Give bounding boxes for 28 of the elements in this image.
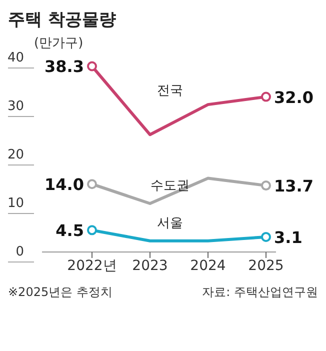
data-label: 3.1 bbox=[274, 228, 302, 247]
point bbox=[261, 92, 271, 102]
data-label: 4.5 bbox=[56, 221, 84, 240]
point bbox=[87, 61, 97, 72]
y-tick-label: 20 bbox=[7, 148, 24, 162]
data-label: 32.0 bbox=[274, 88, 314, 107]
series-label: 서울 bbox=[157, 216, 183, 231]
text: 자료: 주택산업연구원 bbox=[202, 284, 318, 301]
x-tick-label: 2024 bbox=[190, 258, 226, 274]
series-label: 수도권 bbox=[150, 178, 190, 194]
data-label: 14.0 bbox=[44, 175, 84, 194]
chart-title: 주택 착공물량 bbox=[8, 9, 117, 32]
point bbox=[87, 179, 97, 190]
x-tick-label: 2025 bbox=[248, 258, 284, 274]
point bbox=[87, 225, 97, 236]
x-tick-label: 2022년 bbox=[67, 258, 117, 274]
x-tick-label: 2023 bbox=[132, 258, 168, 274]
data-label: 13.7 bbox=[274, 176, 314, 196]
y-tick-label: 10 bbox=[7, 196, 24, 211]
point bbox=[261, 232, 271, 242]
point bbox=[261, 180, 271, 191]
y-axis-title: (만가구) bbox=[34, 35, 84, 52]
y-tick-label: 40 bbox=[7, 50, 24, 66]
y-tick-label: 0 bbox=[16, 244, 24, 260]
y-tick-label: 30 bbox=[7, 99, 24, 114]
text: ※2025년은 추정치 bbox=[8, 284, 112, 301]
data-label: 38.3 bbox=[44, 57, 84, 76]
series-label: 전국 bbox=[157, 84, 183, 99]
